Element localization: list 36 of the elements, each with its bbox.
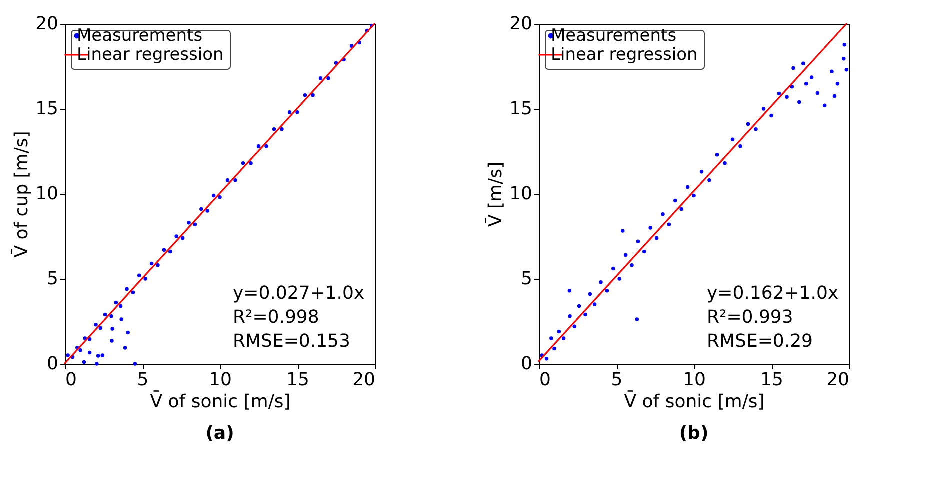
annotation: RMSE=0.153 <box>233 331 350 352</box>
y-tick-label: 0 <box>521 354 532 374</box>
y-axis-title: V̄ of cup [m/s] <box>10 131 33 258</box>
x-tick-label: 0 <box>66 370 77 390</box>
y-tick-label: 5 <box>521 268 532 290</box>
y-tick-label: 15 <box>510 98 532 120</box>
x-tick-label: 15 <box>760 370 784 390</box>
legend-label: Measurements <box>77 26 203 46</box>
x-tick-label: 5 <box>611 370 623 390</box>
y-tick-label: 5 <box>47 268 58 290</box>
x-axis-title: V̄ of sonic [m/s] <box>624 390 765 412</box>
x-tick-label: 15 <box>286 370 310 390</box>
x-tick-label: 5 <box>137 370 149 390</box>
annotation: R²=0.993 <box>707 307 794 328</box>
y-tick-label: 15 <box>36 98 58 120</box>
annotation: y=0.027+1.0x <box>233 283 365 304</box>
y-tick-label: 0 <box>47 354 58 374</box>
y-tick-label: 10 <box>510 184 532 204</box>
x-tick-label: 10 <box>683 370 706 390</box>
text: (b) <box>679 423 709 444</box>
y-tick-label: 20 <box>510 14 532 34</box>
y-axis-title: V̄ [m/s] <box>484 162 507 228</box>
x-tick-label: 10 <box>209 370 232 390</box>
x-tick-label: 20 <box>352 370 376 390</box>
annotation: RMSE=0.29 <box>707 331 813 352</box>
text: Linear regression <box>77 45 224 65</box>
text: (a) <box>206 423 234 444</box>
annotation: y=0.162+1.0x <box>707 283 839 304</box>
x-tick-label: 0 <box>540 370 551 390</box>
y-tick-label: 10 <box>36 184 58 204</box>
text: Linear regression <box>551 45 698 65</box>
y-tick-label: 20 <box>36 14 58 34</box>
annotation: R²=0.998 <box>233 307 320 328</box>
x-axis-title: V̄ of sonic [m/s] <box>150 390 291 412</box>
x-tick-label: 20 <box>826 370 850 390</box>
legend-label: Measurements <box>551 26 677 46</box>
